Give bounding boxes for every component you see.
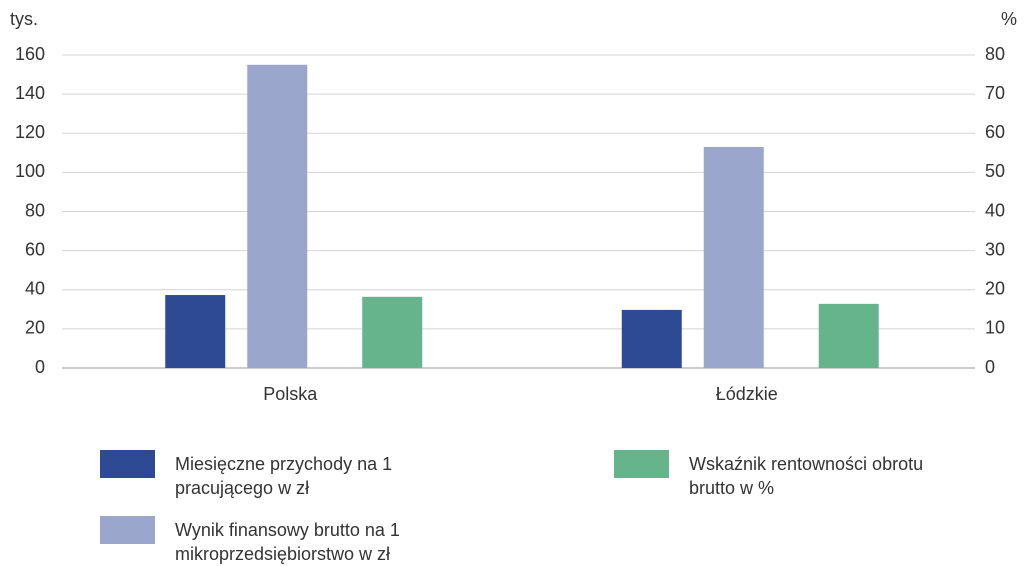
y2-tick-label: 30 [985, 239, 1005, 259]
legend-item: Miesięczne przychody na 1 pracującego w … [100, 450, 405, 500]
legend-label: Wynik finansowy brutto na 1 mikroprzedsi… [175, 520, 400, 564]
bar [165, 295, 226, 368]
x-tick-label: Polska [263, 384, 318, 404]
y-tick-label: 120 [15, 122, 45, 142]
y-tick-label: 0 [35, 357, 45, 377]
y-tick-label: 140 [15, 83, 45, 103]
y2-tick-label: 20 [985, 279, 1005, 299]
y2-tick-label: 40 [985, 200, 1005, 220]
y2-axis-unit: % [1001, 9, 1017, 29]
x-tick-label: Łódzkie [716, 384, 778, 404]
y-tick-label: 160 [15, 44, 45, 64]
bar [703, 146, 764, 368]
y2-tick-label: 0 [985, 357, 995, 377]
bar [247, 64, 308, 368]
y-tick-label: 60 [25, 239, 45, 259]
y-tick-label: 40 [25, 279, 45, 299]
legend-swatch [614, 450, 669, 478]
y2-tick-label: 10 [985, 318, 1005, 338]
bar [362, 296, 423, 368]
bar [818, 303, 879, 368]
legend-item: Wynik finansowy brutto na 1 mikroprzedsi… [100, 516, 515, 566]
y2-tick-label: 70 [985, 83, 1005, 103]
y2-tick-label: 80 [985, 44, 1005, 64]
legend-swatch [100, 516, 155, 544]
legend-swatch [100, 450, 155, 478]
legend-label: Wskaźnik rentowności obrotu brutto w % [689, 454, 924, 498]
y-axis-unit: tys. [10, 9, 38, 29]
bar [621, 309, 682, 368]
chart: tys. % 0 20 40 60 80 100 120 140 160 0 10 20 30 40 50 6… [10, 9, 1017, 404]
y-tick-label: 100 [15, 161, 45, 181]
legend-label: Miesięczne przychody na 1 pracującego w … [175, 454, 393, 498]
y2-tick-label: 50 [985, 161, 1005, 181]
legend-item: Wskaźnik rentowności obrotu brutto w % [614, 450, 929, 500]
y-tick-label: 80 [25, 200, 45, 220]
y2-tick-label: 60 [985, 122, 1005, 142]
y-tick-label: 20 [25, 318, 45, 338]
